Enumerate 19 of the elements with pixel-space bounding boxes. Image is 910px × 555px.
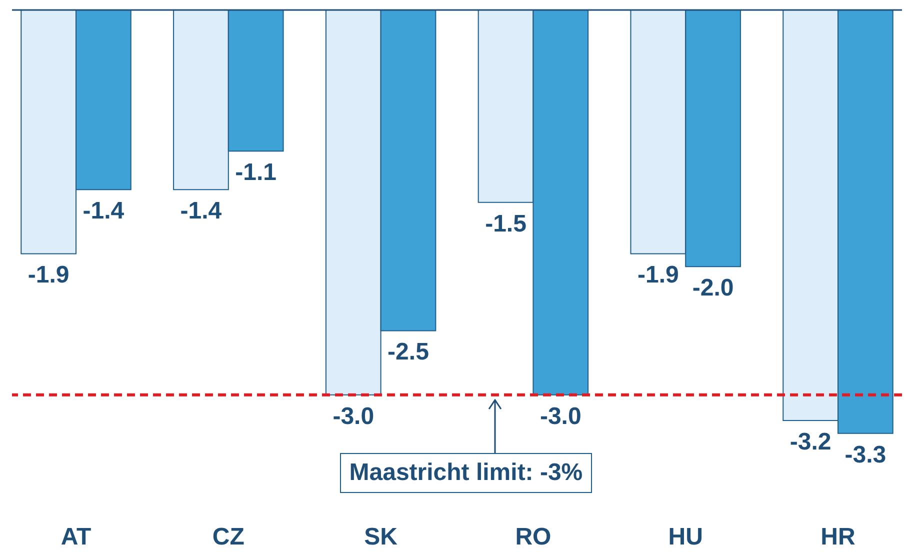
data-label: -1.9 — [28, 262, 70, 289]
x-tick-label: CZ — [212, 524, 244, 550]
data-label: -3.2 — [790, 428, 832, 456]
data-label: -3.3 — [844, 441, 886, 468]
data-label: -1.1 — [235, 159, 277, 186]
data-label: -3.0 — [540, 402, 582, 430]
data-label: -2.0 — [692, 274, 734, 302]
x-tick-label: HR — [820, 524, 856, 550]
data-label: -1.9 — [637, 262, 679, 289]
data-label: -2.5 — [388, 338, 429, 366]
x-tick-label: HU — [668, 524, 703, 550]
data-label: -1.4 — [180, 198, 222, 225]
data-label: -1.4 — [82, 198, 125, 225]
ref-line-label: Maastricht limit: -3% — [340, 452, 592, 493]
x-tick-label: AT — [60, 524, 92, 550]
data-label: -3.0 — [332, 402, 374, 430]
x-tick-label: SK — [364, 524, 398, 550]
data-label: -1.5 — [485, 210, 526, 238]
x-tick-label: RO — [515, 524, 552, 550]
